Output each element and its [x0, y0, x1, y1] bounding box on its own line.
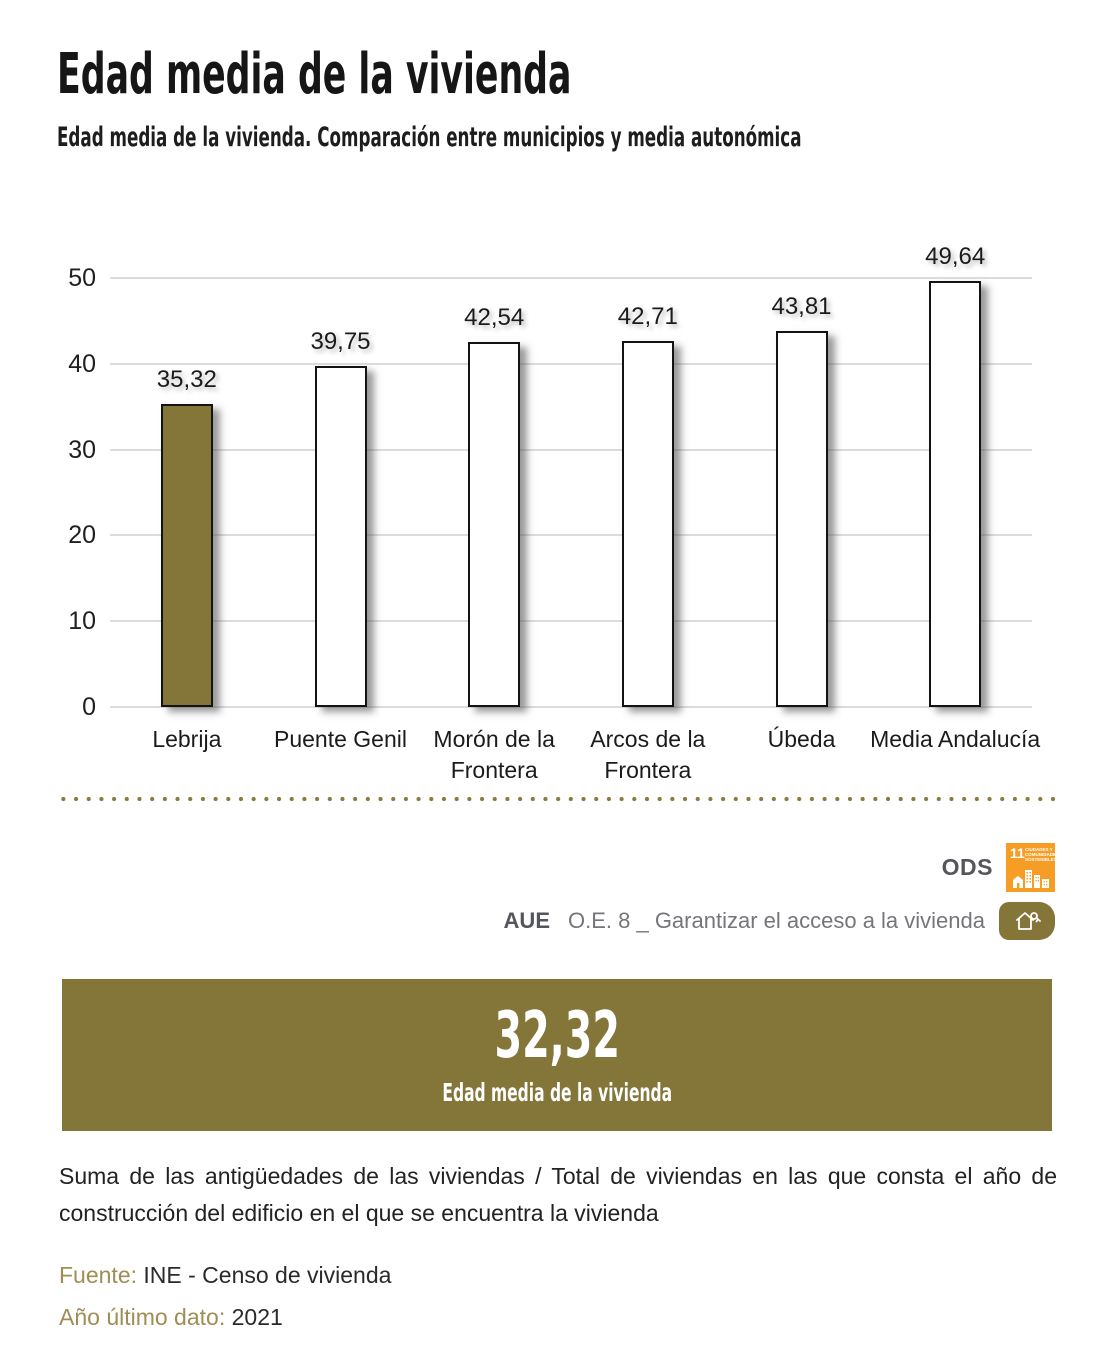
bar-puente-genil[interactable] — [314, 365, 367, 707]
bar-value-lebrija: 35,32 — [156, 365, 217, 393]
x-axis-label-moron-de-la-frontera: Morón de la Frontera — [433, 726, 555, 783]
sdg11-icon[interactable]: 11 Ciudades y comunidades sostenibles — [1006, 843, 1055, 892]
x-axis-label-ubeda: Úbeda — [767, 726, 836, 752]
ods-row: ODS 11 Ciudades y comunidades sostenible… — [942, 843, 1055, 892]
definition-text: Suma de las antigüedades de las vivienda… — [59, 1163, 1057, 1226]
metric-box: 32,32 Edad media de la vivienda — [62, 979, 1052, 1131]
x-axis-label-lebrija: Lebrija — [152, 726, 222, 752]
gridline-30 — [110, 448, 1032, 451]
source-value: INE - Censo de vivienda — [143, 1262, 392, 1288]
y-axis-tick-40: 40 — [68, 349, 96, 378]
metric-caption-text: Edad media de la vivienda — [442, 1077, 672, 1107]
dotted-separator — [57, 796, 1055, 802]
last-year-label: Año último dato: — [59, 1304, 226, 1330]
bar-chart: 0 10 20 30 40 50 35,32 Lebrija 39,75 Puente Genil… — [68, 243, 1040, 783]
x-axis-label-arcos-de-la-frontera: Arcos de la Frontera — [590, 726, 706, 783]
sdg11-name: Ciudades y comunidades sostenibles — [1025, 847, 1055, 862]
house-key-icon — [1016, 912, 1041, 930]
gridline-0 — [110, 706, 1032, 708]
x-axis-label-puente-genil: Puente Genil — [274, 726, 407, 752]
gridline-20 — [110, 534, 1032, 537]
y-axis-tick-30: 30 — [68, 435, 96, 464]
bar-value-media-andalucia: 49,64 — [925, 243, 986, 271]
sdg11-number: 11 — [1010, 845, 1025, 861]
bar-ubeda[interactable] — [775, 331, 828, 707]
bar-moron-de-la-frontera[interactable] — [468, 342, 521, 707]
gridline-50 — [110, 277, 1032, 279]
page-subtitle: Edad media de la vivienda. Comparación e… — [57, 122, 1113, 153]
y-axis-tick-20: 20 — [68, 521, 96, 550]
bar-value-ubeda: 43,81 — [771, 293, 832, 321]
last-year-value: 2021 — [231, 1304, 283, 1330]
bar-arcos-de-la-frontera[interactable] — [621, 340, 674, 707]
last-year-line: Año último dato: 2021 — [59, 1304, 283, 1331]
gridline-10 — [110, 620, 1032, 623]
bar-media-andalucia[interactable] — [929, 281, 982, 707]
y-axis-tick-50: 50 — [68, 264, 96, 292]
aue-objective-text: O.E. 8 _ Garantizar el acceso a la vivie… — [568, 908, 985, 933]
x-axis-label-media-andalucia: Media Andalucía — [870, 726, 1041, 752]
y-axis-tick-10: 10 — [68, 607, 96, 636]
page-subtitle-text: Edad media de la vivienda. Comparación e… — [57, 122, 802, 153]
ods-label: ODS — [941, 854, 993, 880]
source-label: Fuente: — [59, 1262, 137, 1288]
aue-row: AUE O.E. 8 _ Garantizar el acceso a la v… — [504, 902, 1055, 940]
gridline-40 — [110, 362, 1032, 365]
metric-value-text: 32,32 — [494, 998, 620, 1073]
y-axis-tick-0: 0 — [82, 693, 96, 721]
bar-value-arcos-de-la-frontera: 42,71 — [617, 302, 678, 330]
page-title-text: Edad media de la vivienda — [57, 42, 572, 107]
bar-value-moron-de-la-frontera: 42,54 — [464, 304, 525, 332]
aue-housing-icon[interactable] — [999, 902, 1055, 940]
source-line: Fuente: INE - Censo de vivienda — [59, 1262, 391, 1289]
sdg11-buildings-icon — [1013, 870, 1049, 888]
metric-caption: Edad media de la vivienda — [372, 1078, 742, 1107]
bar-lebrija[interactable] — [160, 404, 213, 707]
page-title: Edad media de la vivienda — [57, 42, 887, 107]
aue-label: AUE — [503, 908, 550, 933]
bar-value-puente-genil: 39,75 — [310, 327, 371, 355]
metric-value: 32,32 — [456, 1004, 658, 1068]
